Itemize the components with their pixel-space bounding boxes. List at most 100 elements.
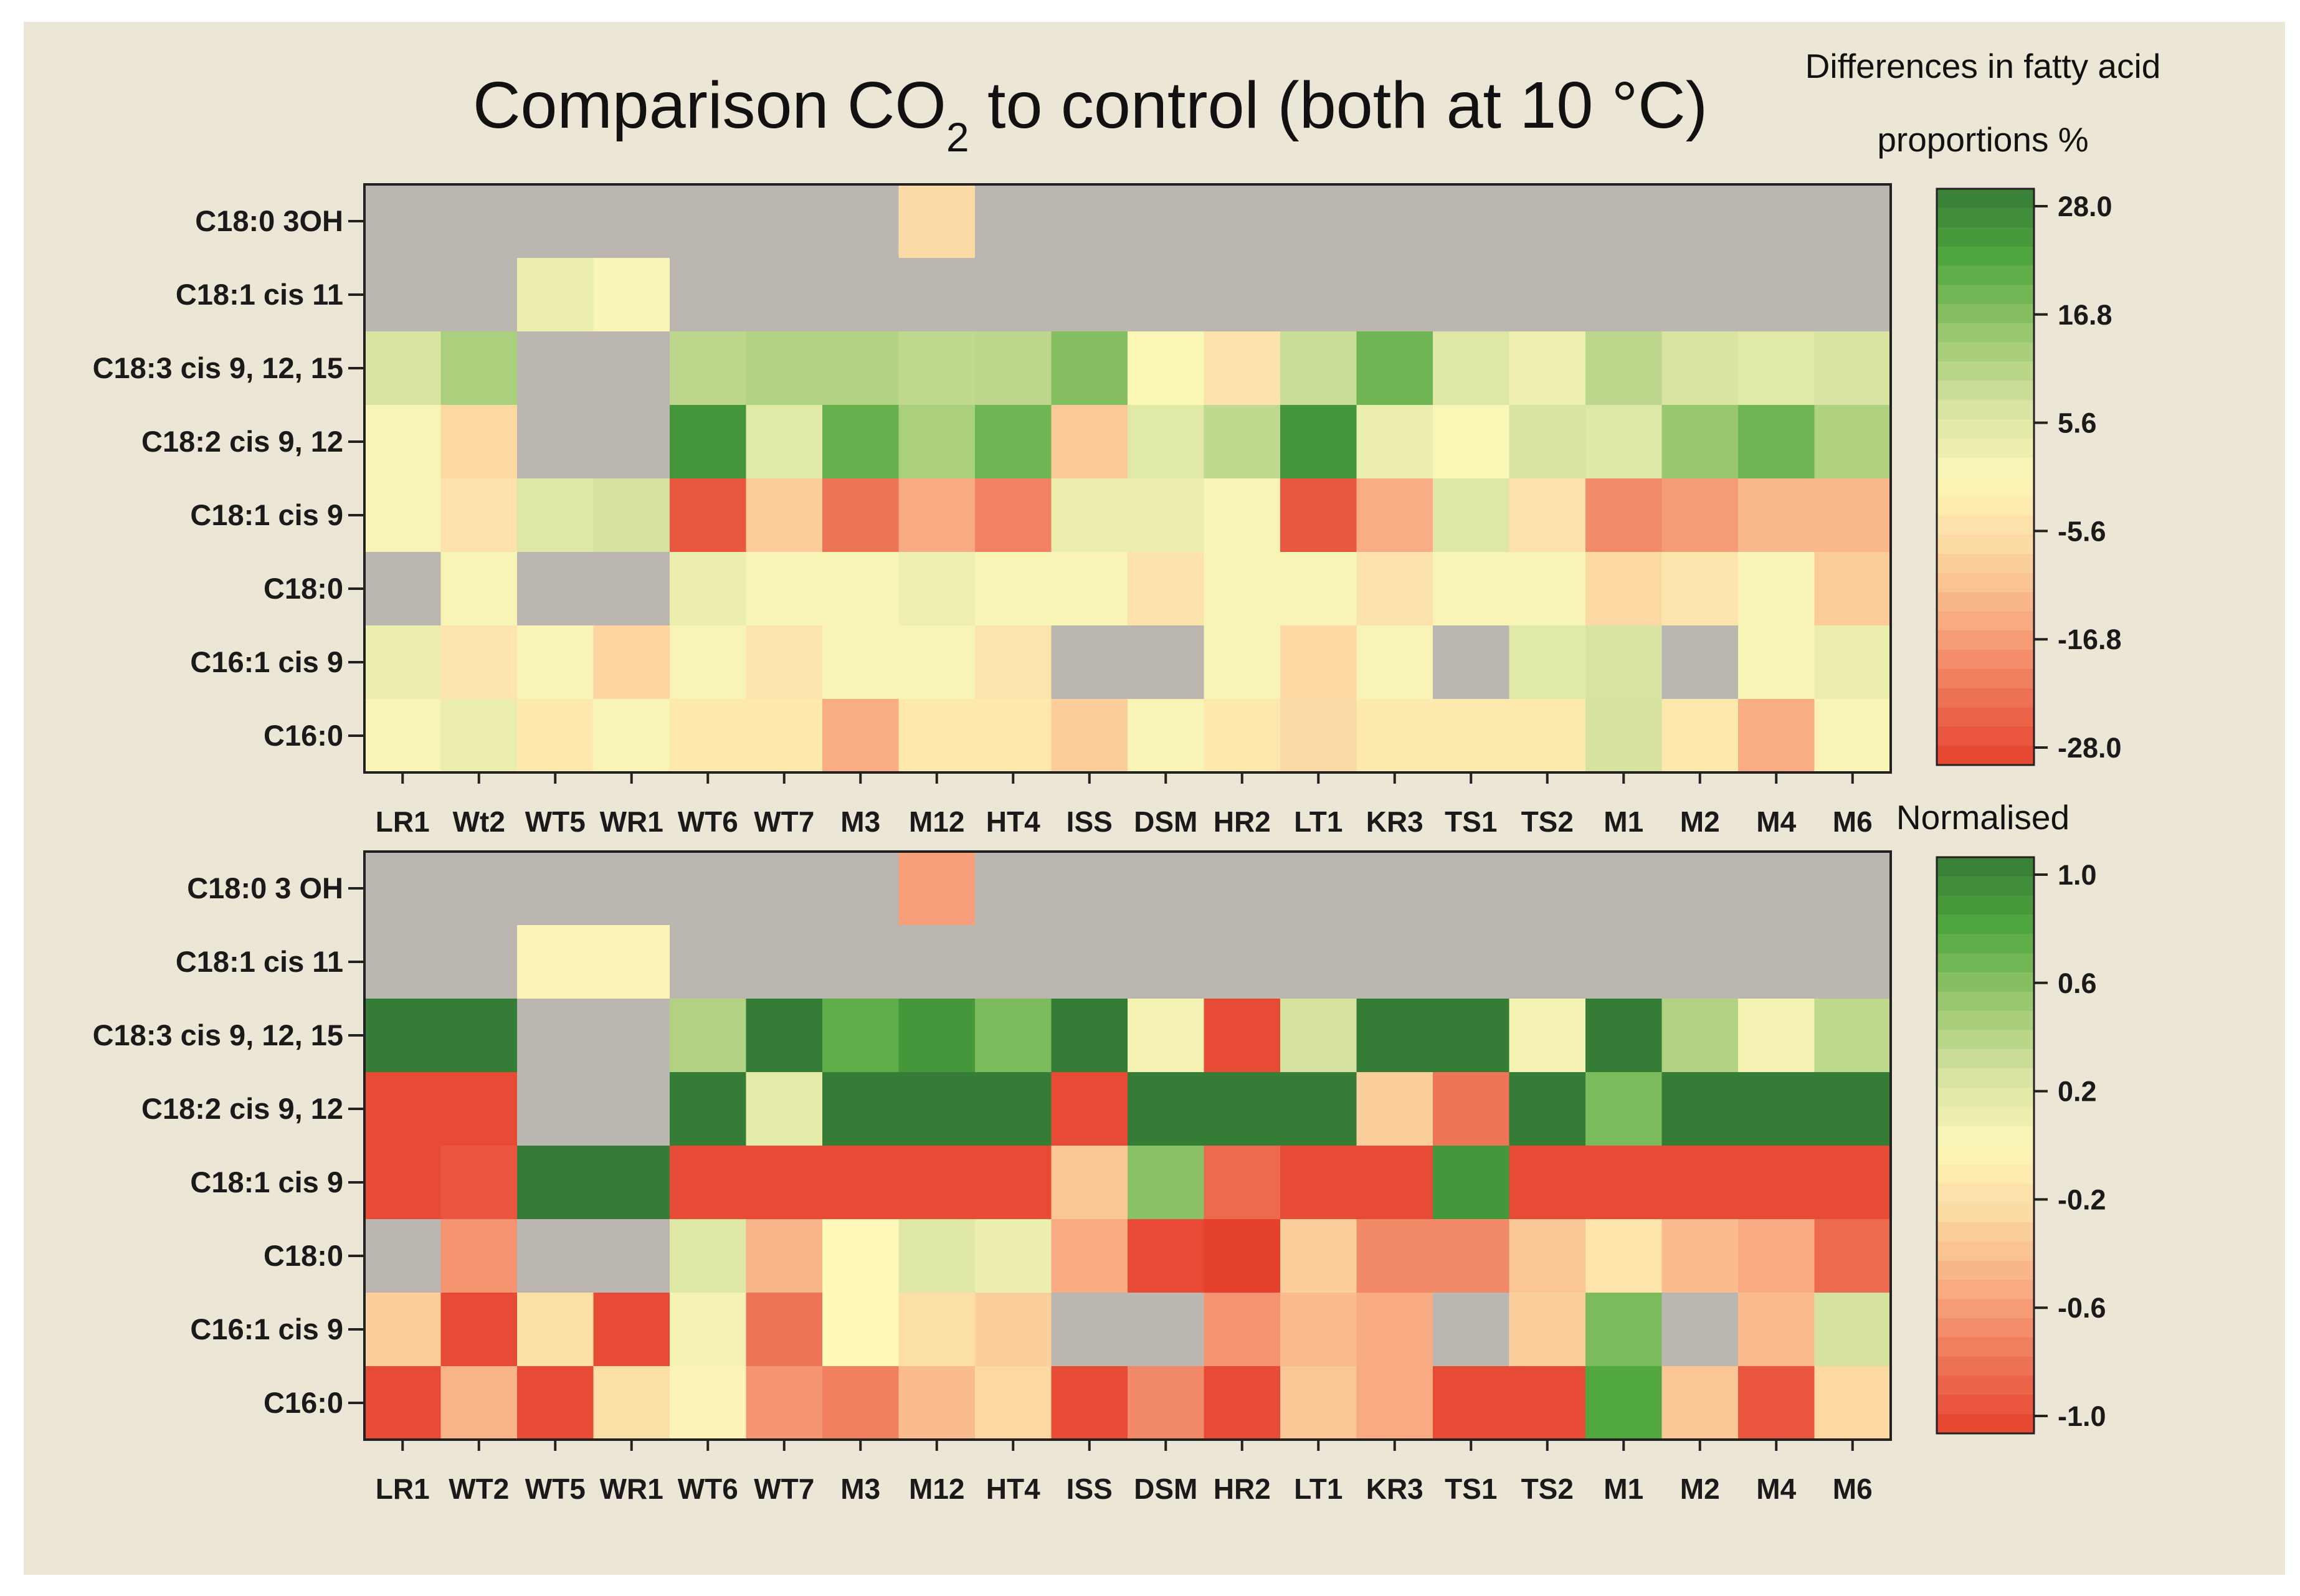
colorbar-band (1937, 707, 2034, 728)
x-tick-label: WT7 (754, 1473, 814, 1505)
heatmap-cell (593, 852, 670, 926)
heatmap-cell (593, 625, 670, 700)
x-tick-label: LR1 (376, 805, 430, 838)
heatmap-figure: Comparison CO2 to control (both at 10 °C… (24, 22, 2285, 1575)
heatmap-cell (1509, 1293, 1586, 1367)
heatmap-cell (1356, 699, 1433, 773)
heatmap-cell (517, 1293, 594, 1367)
heatmap-cell (746, 552, 823, 626)
colorbar-band (1937, 1280, 2034, 1299)
heatmap-cell (898, 184, 976, 259)
heatmap-panels: C18:0 3OH C18:1 cis 11 C18:3 cis 9, 12, 15… (93, 47, 2161, 1505)
colorbar-tick-label: 1.0 (2058, 859, 2097, 891)
heatmap-cell (1814, 1072, 1891, 1146)
heatmap-cell (1661, 405, 1739, 479)
heatmap-cell (1585, 1219, 1663, 1293)
heatmap-cell (1814, 552, 1891, 626)
colorbar-band (1937, 361, 2034, 382)
heatmap-cell (670, 699, 747, 773)
y-tick-label: C18:0 (264, 572, 343, 605)
heatmap-cell (1051, 552, 1128, 626)
heatmap-cell (1128, 478, 1205, 553)
x-tick-label: M6 (1833, 1473, 1873, 1505)
heatmap-cell (1814, 1366, 1891, 1440)
heatmap-cell (1356, 331, 1433, 406)
colorbar-band (1937, 438, 2034, 458)
heatmap-cell (1661, 625, 1739, 700)
heatmap-cell (1204, 625, 1281, 700)
heatmap-cell (440, 699, 518, 773)
heatmap-cell (746, 1219, 823, 1293)
heatmap-cell (1814, 925, 1891, 999)
colorbar: 1.0 0.6 0.2 -0.2 -0.6 -1.0 Normalised (1896, 798, 2106, 1435)
heatmap-panel-2: C18:0 3 OH C18:1 cis 11 C18:3 cis 9, 12, 1… (93, 798, 2106, 1505)
heatmap-cell (517, 1146, 594, 1220)
heatmap-cell (898, 1293, 976, 1367)
colorbar-band (1937, 1414, 2034, 1434)
x-tick-label: Wt2 (453, 805, 505, 838)
heatmap-cell (1128, 1146, 1205, 1220)
heatmap-cell (1433, 331, 1510, 406)
x-tick-label: M2 (1680, 805, 1720, 838)
heatmap-cell (440, 478, 518, 553)
heatmap-cell (1661, 699, 1739, 773)
heatmap-cell (898, 258, 976, 332)
heatmap-cell (1509, 625, 1586, 700)
heatmap-cell (670, 999, 747, 1073)
heatmap-cell (746, 1293, 823, 1367)
heatmap-cell (1128, 258, 1205, 332)
heatmap-cell (1585, 699, 1663, 773)
heatmap-cell (1356, 1146, 1433, 1220)
heatmap-cell (1128, 925, 1205, 999)
heatmap-cell (517, 1219, 594, 1293)
heatmap-cell (1356, 999, 1433, 1073)
x-tick-label: M4 (1756, 1473, 1796, 1505)
chart-title: Comparison CO2 to control (both at 10 °C… (473, 69, 1708, 160)
heatmap-cell (822, 852, 900, 926)
x-tick-label: DSM (1134, 805, 1197, 838)
heatmap-cell (746, 258, 823, 332)
colorbar-band (1937, 876, 2034, 896)
x-tick-label: M3 (840, 1473, 880, 1505)
heatmap-cell (822, 552, 900, 626)
heatmap-cell (364, 184, 442, 259)
x-tick-label: LT1 (1294, 1473, 1342, 1505)
heatmap-cell (1738, 852, 1815, 926)
heatmap-cell (1051, 331, 1128, 406)
heatmap-cell (1204, 478, 1281, 553)
x-tick-label: TS2 (1521, 805, 1574, 838)
colorbar-band (1937, 688, 2034, 708)
heatmap-cell (1051, 625, 1128, 700)
heatmap-cell (1280, 405, 1357, 479)
heatmap-cell (670, 925, 747, 999)
heatmap-cell (593, 925, 670, 999)
heatmap-cell (1509, 1219, 1586, 1293)
heatmap-cell (1585, 1293, 1663, 1367)
colorbar-band (1937, 1106, 2034, 1127)
heatmap-cell (822, 699, 900, 773)
colorbar-band (1937, 630, 2034, 650)
heatmap-cell (898, 699, 976, 773)
colorbar-band (1937, 953, 2034, 973)
heatmap-cell (746, 184, 823, 259)
heatmap-cell (1356, 552, 1433, 626)
y-tick-label: C16:0 (264, 1386, 343, 1419)
heatmap-cell (1280, 999, 1357, 1073)
colorbar-band (1937, 726, 2034, 746)
heatmap-cell (1509, 925, 1586, 999)
heatmap-cell (975, 1072, 1052, 1146)
colorbar-band (1937, 914, 2034, 935)
colorbar-band (1937, 592, 2034, 612)
heatmap-cell (746, 1366, 823, 1440)
heatmap-cell (1433, 478, 1510, 553)
heatmap-cell (975, 1366, 1052, 1440)
heatmap-cell (440, 625, 518, 700)
colorbar-band (1937, 477, 2034, 497)
heatmap-cell (593, 405, 670, 479)
heatmap-cell (1051, 1146, 1128, 1220)
heatmap-cell (1356, 405, 1433, 479)
y-tick-label: C18:3 cis 9, 12, 15 (93, 351, 343, 384)
heatmap-cell (517, 552, 594, 626)
heatmap-cell (898, 331, 976, 406)
x-tick-label: ISS (1067, 1473, 1113, 1505)
